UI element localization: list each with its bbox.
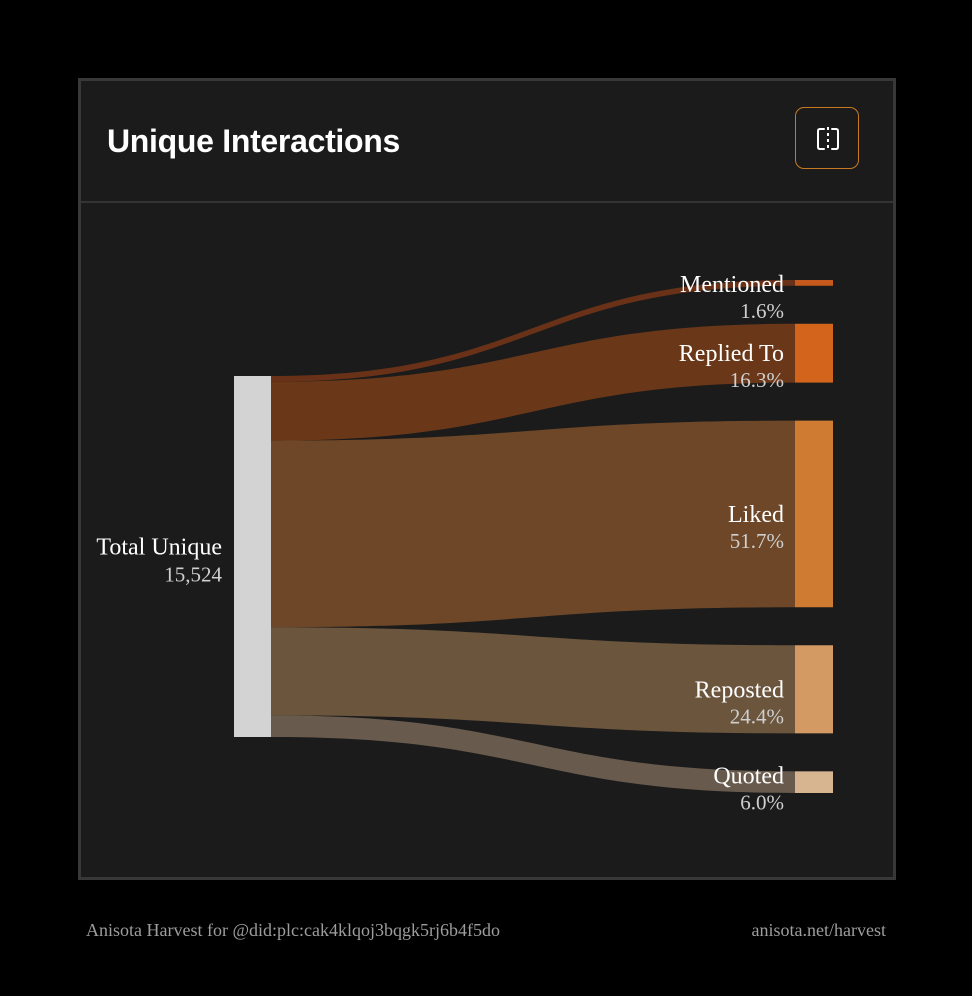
sankey-nodes (234, 280, 833, 793)
sankey-links (271, 280, 795, 793)
node-replied-to (795, 323, 833, 383)
label-quoted: Quoted (713, 763, 784, 789)
node-liked (795, 420, 833, 608)
view-toggle-button[interactable] (795, 107, 859, 169)
value-quoted: 6.0% (740, 790, 784, 814)
link-reposted (271, 627, 795, 734)
link-liked (271, 420, 795, 628)
node-reposted (795, 645, 833, 734)
value-replied-to: 16.3% (730, 368, 784, 392)
card-header: Unique Interactions (81, 81, 893, 203)
link-quoted (271, 715, 795, 793)
link-mentioned (271, 280, 795, 382)
link-replied-to (271, 323, 795, 441)
footer-link[interactable]: anisota.net/harvest (751, 920, 886, 940)
source-value: 15,524 (164, 563, 222, 587)
label-liked: Liked (728, 502, 784, 528)
value-reposted: 24.4% (730, 704, 784, 728)
card-title: Unique Interactions (107, 123, 401, 159)
value-mentioned: 1.6% (740, 299, 784, 323)
footer-attribution: Anisota Harvest for @did:plc:cak4klqoj3b… (86, 920, 500, 940)
label-mentioned: Mentioned (680, 272, 784, 298)
node-mentioned (795, 280, 833, 286)
label-replied-to: Replied To (679, 341, 784, 367)
node-quoted (795, 771, 833, 793)
value-liked: 51.7% (730, 529, 784, 553)
source-label: Total Unique (96, 535, 222, 561)
label-reposted: Reposted (695, 677, 784, 703)
split-view-icon (817, 127, 839, 151)
node-source (234, 376, 271, 737)
